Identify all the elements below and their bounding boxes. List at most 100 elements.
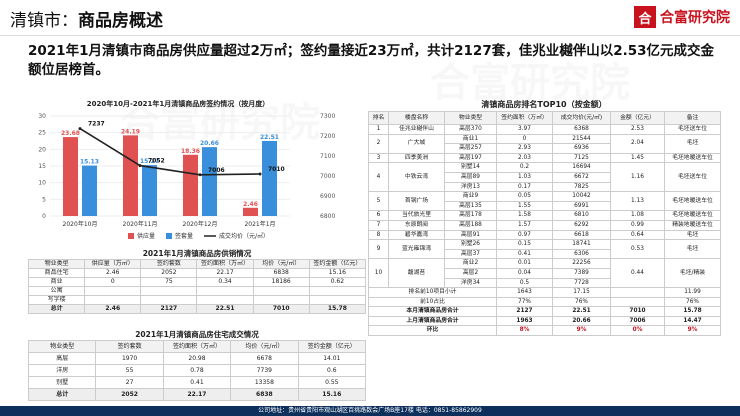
table-row: 商品住宅 2.46 2052 22.17 6838 15.16 — [27, 268, 367, 278]
x-tick-label: 2021年1月 — [244, 220, 275, 228]
table-row: 别墅 27 0.41 13358 0.55 — [27, 376, 367, 389]
cell: 总计 — [27, 304, 86, 314]
top10-row: 1 佳兆业樾伴山 高层370 3.97 6368 2.53 毛坯送车位 — [368, 124, 721, 135]
summary-label-cell: 环比 — [368, 325, 497, 337]
y2-tick-label: 7000 — [320, 173, 335, 180]
summary-cell: 77% — [496, 296, 553, 308]
property-type-cell: 高层91 — [444, 229, 497, 241]
table-row: 商业 0 75 0.34 18186 0.62 — [27, 277, 367, 287]
top10-row: 高层135 1.55 6991 — [369, 200, 721, 212]
price-label: 7006 — [208, 167, 225, 174]
area-cell: 0.41 — [496, 248, 553, 260]
top10-table-title: 清镇商品房排名TOP10（按金额） — [481, 100, 607, 109]
cell: 高层 — [27, 352, 97, 365]
summary-cell: 1963 — [496, 315, 553, 327]
project-name-cell: 中铁云湾 — [388, 162, 445, 193]
price-point — [258, 172, 262, 176]
cell: 别墅 — [27, 376, 97, 389]
footer: 公司地址：贵州省贵阳市观山湖区百挑路数会广场B座17楼 电话：0851-8586… — [0, 406, 740, 416]
y-tick-label: 0 — [42, 213, 46, 220]
area-cell: 2.03 — [496, 152, 553, 164]
bar — [262, 140, 277, 216]
cell: 18186 — [252, 277, 310, 287]
cell: 0.6 — [297, 364, 367, 377]
summary-label-cell: 排名前10项目小计 — [368, 287, 497, 298]
top10-table: 清镇商品房排名TOP10（按金额） 排名 楼盘名称 物业类型 签约面积（万㎡） 成交均价… — [368, 98, 721, 337]
area-cell: 1.55 — [496, 200, 553, 212]
page-header: 清镇市：商品房概述 合 合富研究院 — [0, 0, 740, 36]
y-tick-label: 10 — [38, 180, 46, 187]
property-type-cell: 高层178 — [444, 210, 497, 221]
note-cell: 毛坯地暖送车位 — [664, 191, 721, 212]
top10-row: 10 馥湖苔 商业2 0.01 22256 0.44 毛坯/精装 — [368, 258, 721, 289]
monthly-chart: 2020年10月-2021年1月清镇商品房签约情况（按月度） 0 5 10 15 20 2… — [28, 88, 358, 246]
summary-cell: 14.47 — [664, 315, 721, 327]
note-cell: 毛坯地暖送车位 — [664, 210, 721, 221]
col-header: 签约金额（亿元） — [308, 259, 367, 269]
price-cell: 7125 — [552, 152, 611, 164]
col-header: 金额（亿元） — [610, 111, 665, 125]
chart-svg: 0 5 10 15 20 25 30 6800 6900 7000 7100 7200 7300 23.6… — [38, 113, 335, 240]
table-row: 写字楼 — [27, 295, 367, 305]
area-cell: 0.5 — [496, 277, 553, 289]
amount-cell: 2.04 — [610, 133, 665, 154]
property-type-cell: 高层37 — [444, 248, 497, 260]
col-header: 供应量（万㎡） — [84, 259, 142, 269]
y-tick-label: 15 — [38, 163, 46, 170]
cell: 15.78 — [308, 304, 367, 314]
property-type-cell: 洋房13 — [444, 181, 497, 193]
cell: 55 — [95, 364, 164, 377]
area-cell: 3.97 — [496, 124, 553, 135]
rank-cell: 5 — [368, 191, 389, 212]
bar — [63, 137, 78, 216]
summary-cell: 15.78 — [664, 306, 721, 317]
project-name-cell: 碧华嘉湾 — [388, 229, 445, 241]
table-row-total: 总计 2.46 2127 22.51 7010 15.78 — [27, 304, 367, 314]
property-type-cell: 高层89 — [444, 171, 497, 183]
property-type-cell: 高层197 — [444, 152, 497, 164]
title-text: 商品房概述 — [78, 11, 163, 31]
cell: 6838 — [252, 268, 310, 278]
summary-cell: 11.99 — [664, 287, 721, 298]
bar-value-label: 23.68 — [61, 130, 80, 137]
cell: 0.34 — [196, 277, 254, 287]
bar-value-label: 22.51 — [260, 134, 279, 141]
summary-cell: 22.51 — [552, 306, 611, 317]
bar — [123, 135, 138, 216]
bar-value-label: 2.46 — [243, 201, 258, 208]
supply-table-title: 2021年1月清镇商品房供销情况 — [142, 249, 252, 258]
y-tick-label: 25 — [38, 130, 46, 137]
area-cell: 0.17 — [496, 181, 553, 193]
y2-tick-label: 7200 — [320, 133, 335, 140]
project-name-cell: 首钢广场 — [388, 191, 445, 212]
cell: 2052 — [140, 268, 198, 278]
cell: 写字楼 — [27, 295, 86, 305]
bar — [202, 147, 217, 216]
price-cell: 6810 — [552, 210, 611, 221]
amount-cell: 1.45 — [610, 152, 665, 164]
cell: 6678 — [230, 352, 299, 365]
top10-row: 6 当代旅光里 高层178 1.58 6810 1.08 毛坯地暖送车位 — [368, 210, 721, 221]
logo: 合 合富研究院 — [634, 6, 730, 28]
cell: 2.46 — [84, 304, 142, 314]
rank-cell: 3 — [368, 152, 389, 164]
x-tick-label: 2020年11月 — [123, 220, 158, 228]
cell: 2052 — [95, 388, 164, 401]
summary-row: 本月清镇商品房合计 2127 22.51 7010 15.78 — [368, 306, 721, 317]
bar — [82, 165, 97, 216]
y2-tick-label: 6900 — [320, 193, 335, 200]
legend-label: 供应量 — [137, 232, 155, 240]
area-cell: 0.97 — [496, 229, 553, 241]
col-header: 签约面积（万㎡） — [162, 340, 232, 353]
price-point — [198, 173, 202, 177]
summary-row: 排名前10项目小计 1643 17.15 11.99 — [368, 287, 721, 298]
price-cell: 7389 — [552, 267, 611, 279]
top10-row: 4 中铁云湾 别墅14 0.2 16694 1.16 毛坯送车位 — [368, 162, 721, 193]
summary-cell: 7006 — [610, 315, 665, 327]
price-line — [79, 127, 261, 176]
summary-cell: 9% — [664, 325, 721, 337]
area-cell: 0.15 — [496, 239, 553, 250]
price-cell: 21544 — [552, 133, 611, 145]
summary-cell — [610, 296, 665, 308]
property-type-cell: 别墅14 — [444, 162, 497, 173]
